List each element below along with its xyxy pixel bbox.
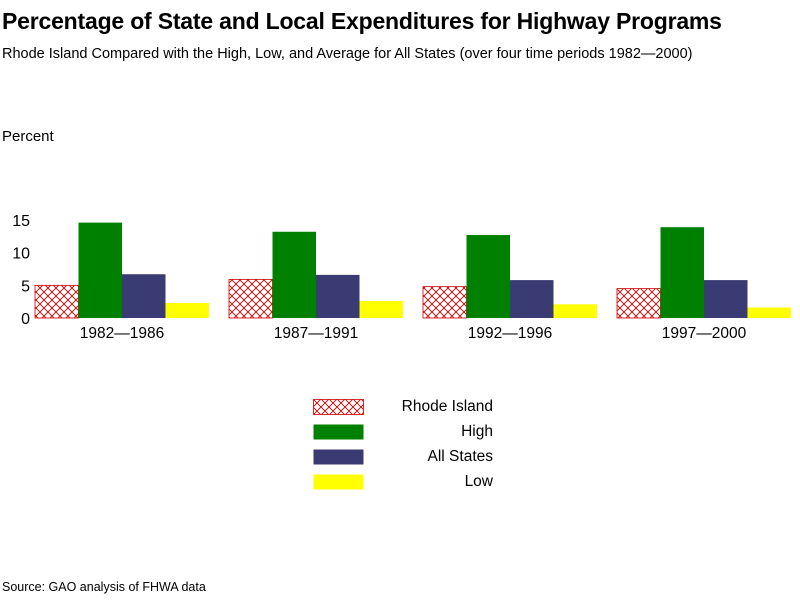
legend-swatch-fill <box>313 474 364 490</box>
legend-label: Rhode Island <box>401 398 493 415</box>
legend-item: All States <box>313 448 493 473</box>
legend-label: All States <box>427 448 493 465</box>
x-tick-label: 1987—1991 <box>274 325 358 342</box>
bar-low <box>747 307 791 318</box>
bar-high <box>272 231 316 318</box>
chart-subtitle: Rhode Island Compared with the High, Low… <box>2 46 693 62</box>
bar-all-states <box>122 274 166 318</box>
y-tick-label: 5 <box>21 278 30 295</box>
legend-swatch <box>313 449 364 465</box>
legend-item: High <box>313 423 493 448</box>
bar-low <box>359 301 403 318</box>
bar-all-states <box>704 280 748 318</box>
legend-swatch <box>313 399 364 415</box>
bar-low <box>165 302 209 318</box>
bar-high <box>78 222 122 318</box>
x-tick-label: 1982—1986 <box>80 325 164 342</box>
bar-low <box>553 304 597 318</box>
x-tick-label: 1997—2000 <box>662 325 747 342</box>
y-tick-label: 0 <box>21 311 30 328</box>
legend-swatch-fill <box>313 449 364 465</box>
source-note: Source: GAO analysis of FHWA data <box>2 580 206 594</box>
x-axis-tick-labels: 1982—1986 1987—1991 1992—1996 1997—2000 <box>80 325 747 342</box>
y-tick-label: 15 <box>12 213 30 230</box>
bar-all-states <box>316 274 360 318</box>
legend-swatch-fill <box>313 424 364 440</box>
bar-high <box>660 227 704 318</box>
legend-swatch <box>313 474 364 490</box>
bar-rhode-island <box>616 288 661 319</box>
x-tick-label: 1992—1996 <box>468 325 552 342</box>
y-axis-ticks: 0 5 10 15 <box>12 213 30 328</box>
y-axis-label: Percent <box>2 128 54 145</box>
y-tick-label: 10 <box>12 246 30 263</box>
legend: Rhode Island High All States Low <box>313 398 493 498</box>
legend-item: Rhode Island <box>313 398 493 423</box>
legend-label: High <box>461 423 493 440</box>
bar-rhode-island <box>228 279 273 319</box>
chart-title: Percentage of State and Local Expenditur… <box>2 8 722 34</box>
legend-swatch <box>313 424 364 440</box>
bar-rhode-island <box>422 286 467 319</box>
bar-high <box>466 235 510 318</box>
bar-rhode-island <box>34 284 79 319</box>
bars <box>34 222 791 319</box>
legend-swatch-fill <box>313 399 364 415</box>
bar-all-states <box>510 280 554 318</box>
legend-item: Low <box>313 473 493 498</box>
legend-label: Low <box>464 473 493 490</box>
